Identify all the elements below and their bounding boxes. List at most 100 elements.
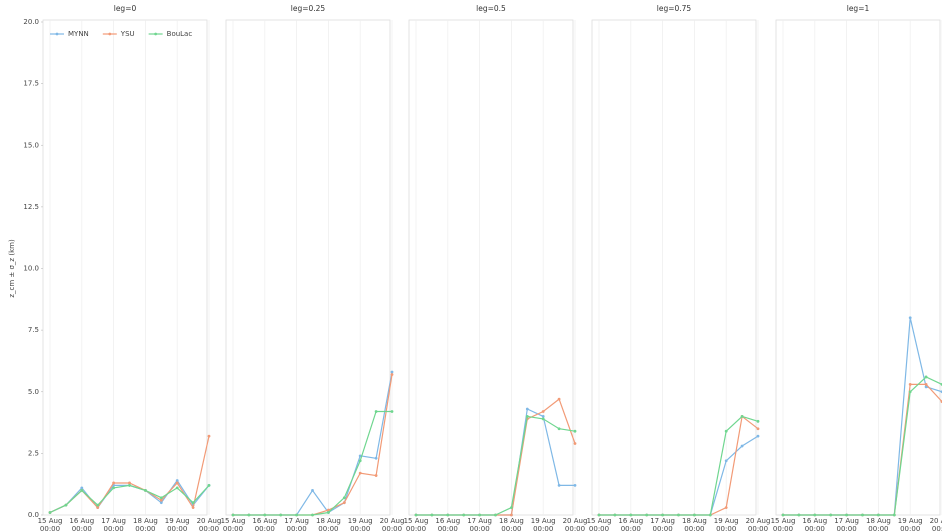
point [390,410,394,413]
point [128,484,131,487]
point [342,496,346,500]
panel: leg=1 15 Aug 00:00 16 Aug 00:00 17 Aug 00:00 18… [771,4,942,531]
point [924,375,928,379]
point [342,501,346,505]
point [144,488,147,492]
y-tick-label: 15.0 [23,141,39,149]
y-tick-label: 10.0 [23,265,39,273]
point [191,506,195,510]
point [557,397,561,401]
x-tick-label: 16 Aug 00:00 [802,517,827,531]
point [414,513,418,517]
point [327,511,330,514]
y-tick-label: 2.5 [28,449,39,457]
x-tick-label: 17 Aug 00:00 [834,517,859,531]
point [64,503,68,507]
point [159,498,163,502]
point [829,513,833,517]
y-tick-label: 0.0 [28,511,39,519]
y-tick-label: 17.5 [23,80,39,88]
panel-frame [591,19,757,516]
series-line [783,317,942,516]
point [374,474,378,477]
series-line [599,415,759,516]
panel-title: leg=1 [847,4,870,13]
panel: leg=0.5 15 Aug 00:00 16 Aug 00:00 17 Aug 00:00… [404,4,588,531]
x-tick-label: 17 Aug 00:00 [650,517,675,531]
point [724,506,728,510]
series-line [599,435,759,516]
series-line [233,410,392,516]
legend-marker [108,32,112,36]
panel-title: leg=0 [114,4,137,13]
x-tick-label: 18 Aug 00:00 [866,517,891,531]
point [661,513,664,517]
point [295,513,298,517]
point [877,513,880,517]
point [358,471,362,475]
point [390,373,394,376]
point [390,370,394,374]
series-line [416,398,576,516]
point [924,385,928,389]
point [48,511,52,514]
point [430,513,434,517]
panel-frame [775,19,941,516]
x-tick-label: 19 Aug 00:00 [531,517,556,531]
panel-title: leg=0.5 [476,4,506,13]
x-tick-label: 15 Aug 00:00 [587,517,612,531]
x-tick-label: 15 Aug 00:00 [221,517,246,531]
panel: leg=0.25 15 Aug 00:00 16 Aug 00:00 17 Aug 00:0… [221,4,405,531]
point [708,513,712,517]
point [207,434,211,438]
y-axis-label: z_cm ± σ_z (km) [8,239,16,298]
point [797,513,801,517]
series-line [233,371,393,516]
x-tick-label: 19 Aug 00:00 [348,517,373,531]
x-tick-label: 15 Aug 00:00 [771,517,796,531]
legend-marker [55,32,59,36]
point [724,459,728,463]
point [374,456,378,460]
point [510,506,513,510]
point [462,513,466,517]
point [693,513,696,517]
point [629,513,633,517]
point [781,513,785,517]
point [279,513,283,517]
series-line [599,415,759,516]
panel-frame [42,19,208,516]
point [358,459,362,463]
point [541,417,545,421]
y-tick-label: 5.0 [28,388,39,396]
x-tick-label: 15 Aug 00:00 [404,517,429,531]
x-tick-label: 17 Aug 00:00 [284,517,309,531]
point [924,382,928,386]
x-tick-label: 16 Aug 00:00 [618,517,643,531]
y-tick-label: 20.0 [23,18,39,26]
point [263,513,267,517]
point [724,429,728,433]
series-line [233,374,393,516]
x-tick-label: 19 Aug 00:00 [898,517,923,531]
point [597,513,601,517]
point [494,513,497,517]
series-line [49,435,210,514]
series-line [416,408,575,516]
x-tick-label: 18 Aug 00:00 [316,517,341,531]
point [80,488,84,492]
point [908,316,912,320]
panel-frame [225,19,391,516]
x-tick-label: 18 Aug 00:00 [133,517,158,531]
point [845,513,848,517]
point [525,415,529,418]
point [175,481,179,485]
y-tick-label: 12.5 [23,203,39,211]
legend-label: BouLac [167,30,193,38]
point [677,513,680,517]
point [557,484,561,487]
point [191,501,195,505]
